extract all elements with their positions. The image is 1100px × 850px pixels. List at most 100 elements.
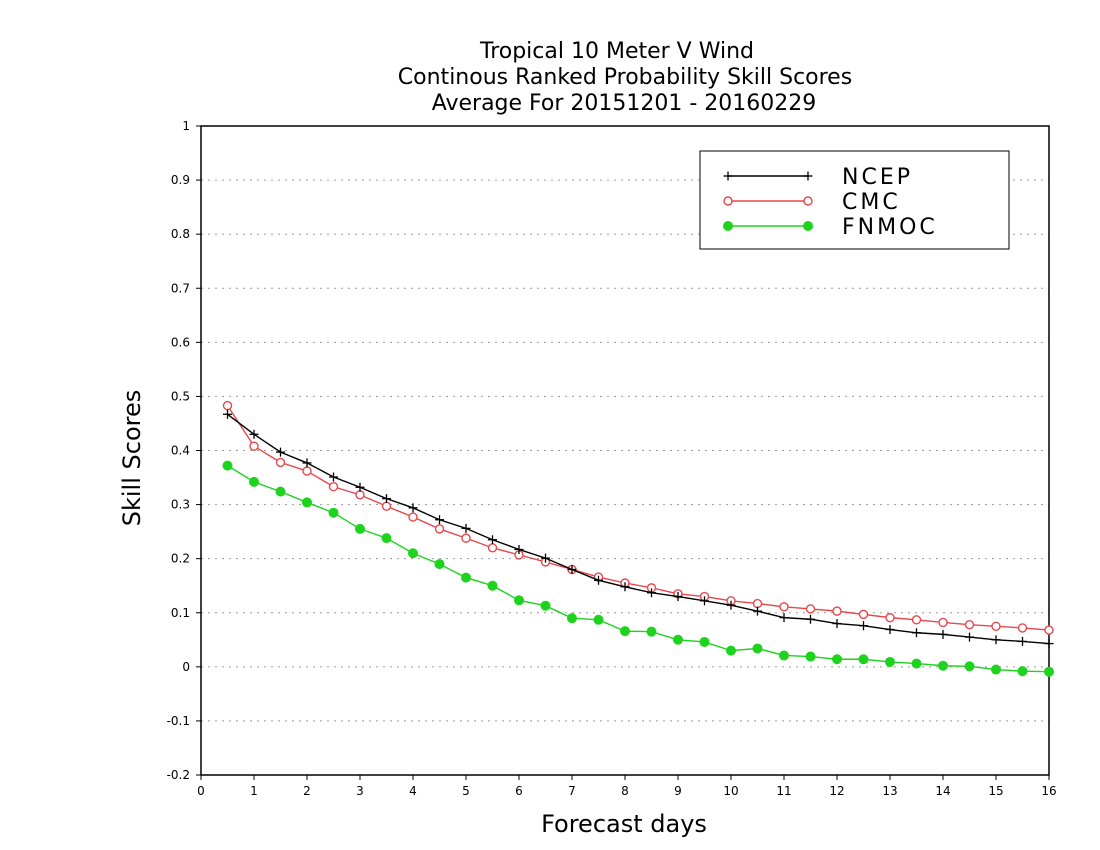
- data-point-fnmoc: [805, 651, 816, 662]
- data-point-fnmoc: [1044, 666, 1054, 677]
- y-tick-label: -0.2: [167, 768, 190, 782]
- series-line-cmc: [226, 405, 1050, 631]
- legend-marker-ncep: [723, 171, 733, 181]
- x-tick-label: 10: [723, 784, 738, 798]
- data-point-fnmoc: [964, 661, 975, 672]
- data-point-fnmoc: [938, 660, 948, 671]
- grid-lines: [201, 179, 1049, 722]
- y-tick-label: 0.7: [171, 281, 190, 295]
- data-point-fnmoc: [593, 614, 604, 625]
- y-tick-label: 0.8: [171, 227, 190, 241]
- data-point-cmc: [1044, 625, 1054, 635]
- data-point-ncep: [620, 582, 630, 592]
- data-point-fnmoc: [911, 658, 922, 669]
- x-tick-label: 15: [988, 784, 1003, 798]
- data-point-ncep: [382, 494, 391, 504]
- y-tick-label: 0.9: [171, 173, 190, 187]
- data-point-cmc: [434, 524, 445, 534]
- data-point-ncep: [461, 523, 471, 533]
- data-point-fnmoc: [567, 613, 577, 624]
- data-point-ncep: [647, 588, 656, 598]
- data-point-fnmoc: [991, 664, 1001, 675]
- data-point-fnmoc: [726, 645, 736, 656]
- data-point-fnmoc: [328, 507, 339, 518]
- data-point-ncep: [541, 553, 550, 563]
- data-point-fnmoc: [832, 654, 842, 665]
- y-tick-label: -0.1: [167, 714, 190, 728]
- y-axis-label: Skill Scores: [118, 390, 146, 527]
- data-point-ncep: [753, 606, 762, 616]
- chart-title-line-1: Tropical 10 Meter V Wind: [479, 39, 754, 64]
- data-point-cmc: [249, 441, 259, 451]
- x-tick-label: 16: [1041, 784, 1056, 798]
- data-point-ncep: [673, 592, 683, 602]
- data-point-ncep: [700, 596, 709, 606]
- data-point-cmc: [911, 615, 922, 625]
- legend-label-ncep: NCEP: [842, 165, 913, 190]
- series-ncep: [223, 409, 1054, 649]
- data-point-ncep: [488, 535, 497, 545]
- data-point-fnmoc: [540, 600, 551, 611]
- data-point-ncep: [435, 515, 444, 525]
- data-point-cmc: [964, 619, 975, 630]
- data-point-fnmoc: [487, 580, 498, 591]
- y-tick-label: 0: [182, 660, 190, 674]
- y-axis: -0.2 -0.1 0 0.1 0.2 0.3 0.4 0.5 0.6 0.7 0.8 0.9 1: [167, 119, 201, 782]
- x-tick-label: 13: [882, 784, 897, 798]
- data-point-ncep: [223, 409, 232, 419]
- data-point-cmc: [1017, 623, 1028, 633]
- data-point-ncep: [726, 600, 736, 610]
- y-tick-label: 0.3: [171, 498, 190, 512]
- x-tick-label: 11: [776, 784, 791, 798]
- y-tick-label: 0.6: [171, 335, 190, 349]
- y-tick-label: 1: [182, 119, 190, 133]
- data-point-fnmoc: [858, 654, 869, 665]
- legend-marker-cmc: [723, 196, 733, 206]
- y-tick-label: 0.5: [171, 389, 190, 403]
- data-point-cmc: [991, 621, 1001, 631]
- series-cmc: [222, 400, 1054, 635]
- x-tick-label: 8: [621, 784, 629, 798]
- legend-label-cmc: CMC: [842, 190, 901, 215]
- data-point-cmc: [752, 598, 763, 609]
- data-point-fnmoc: [461, 572, 471, 583]
- data-point-fnmoc: [646, 626, 657, 637]
- x-tick-label: 6: [515, 784, 523, 798]
- x-tick-label: 9: [674, 784, 682, 798]
- data-point-ncep: [514, 544, 524, 554]
- data-point-cmc: [858, 609, 869, 620]
- data-point-ncep: [938, 629, 948, 639]
- data-point-fnmoc: [355, 523, 365, 534]
- y-tick-label: 0.1: [171, 606, 190, 620]
- data-point-ncep: [912, 628, 921, 638]
- legend-marker-ncep: [803, 171, 813, 181]
- x-tick-label: 7: [568, 784, 576, 798]
- data-point-fnmoc: [779, 650, 789, 661]
- data-point-ncep: [991, 635, 1001, 645]
- x-tick-label: 12: [829, 784, 844, 798]
- data-point-fnmoc: [222, 460, 233, 471]
- x-tick-label: 0: [197, 784, 205, 798]
- x-tick-label: 3: [356, 784, 364, 798]
- data-point-fnmoc: [752, 643, 763, 654]
- data-point-fnmoc: [514, 595, 524, 606]
- data-point-fnmoc: [885, 656, 895, 667]
- data-point-fnmoc: [673, 634, 683, 645]
- data-point-ncep: [302, 458, 312, 468]
- data-point-fnmoc: [699, 636, 710, 647]
- data-point-ncep: [806, 614, 815, 624]
- data-point-cmc: [938, 617, 948, 628]
- data-point-fnmoc: [275, 486, 286, 497]
- data-point-ncep: [859, 621, 868, 631]
- y-tick-label: 0.2: [171, 552, 190, 566]
- legend-entry-cmc: CMC: [723, 190, 901, 215]
- data-point-cmc: [885, 612, 895, 623]
- x-tick-label: 1: [250, 784, 258, 798]
- x-axis: 0 1 2 3 4 5 6 7 8 9 10 11 12 13 14 15 16: [197, 775, 1057, 798]
- data-point-ncep: [329, 472, 338, 482]
- legend-box: [699, 150, 1010, 250]
- data-point-fnmoc: [620, 626, 630, 637]
- data-point-ncep: [408, 503, 418, 513]
- data-point-ncep: [832, 619, 842, 629]
- data-point-ncep: [249, 429, 259, 439]
